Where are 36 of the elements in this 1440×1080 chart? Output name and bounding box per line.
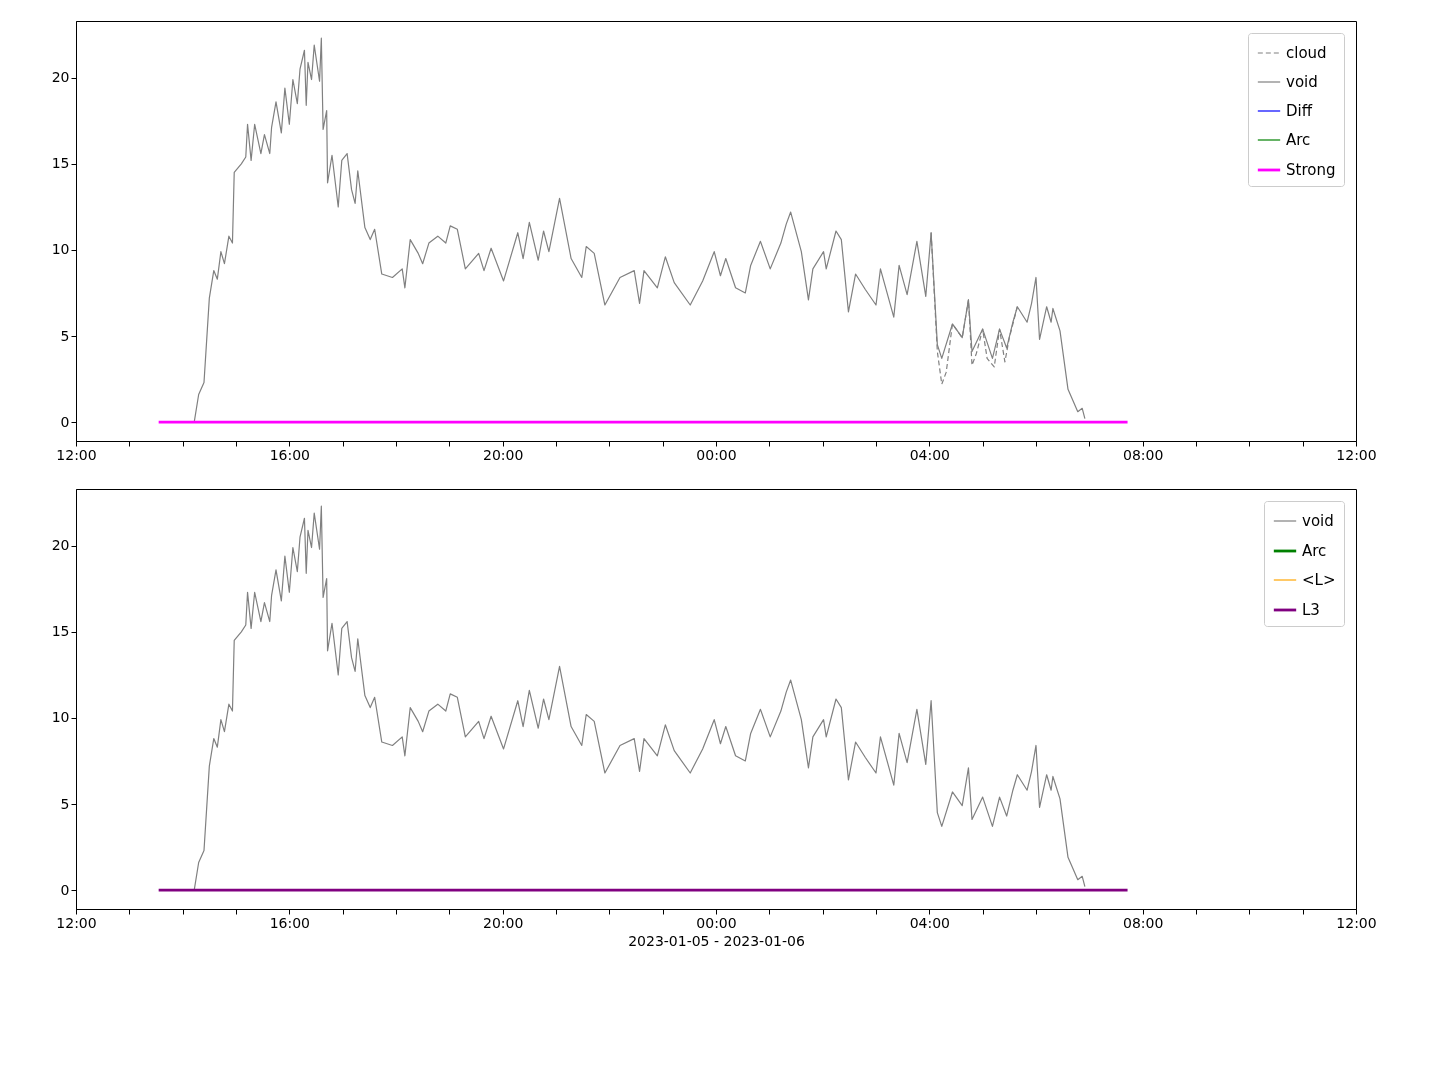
y-tick-label: 20 — [51, 537, 70, 554]
x-tick-label: 20:00 — [482, 914, 524, 931]
legend-label: Strong — [1286, 161, 1336, 179]
line-series — [193, 37, 1086, 423]
legend-label: cloud — [1286, 44, 1327, 62]
x-tick-label: 00:00 — [696, 446, 737, 463]
x-tick-label: 20:00 — [482, 446, 524, 463]
x-tick-label: 08:00 — [1122, 914, 1164, 931]
y-tick-label: 0 — [60, 881, 70, 898]
y-tick-label: 5 — [60, 795, 70, 812]
y-tick-label: 10 — [51, 709, 70, 726]
x-axis-title: 2023-01-05 - 2023-01-06 — [628, 932, 805, 949]
y-tick-label: 10 — [51, 241, 70, 258]
legend-label: Arc — [1302, 542, 1327, 560]
legend-label: void — [1302, 512, 1334, 530]
x-tick-label: 08:00 — [1122, 446, 1164, 463]
y-tick-label: 20 — [51, 69, 70, 86]
x-tick-label: 04:00 — [909, 446, 951, 463]
y-tick-label: 5 — [60, 327, 70, 344]
x-tick-label: 12:00 — [56, 446, 97, 463]
x-tick-label: 16:00 — [269, 914, 311, 931]
y-tick-label: 0 — [60, 413, 70, 430]
legend-label: Arc — [1286, 131, 1311, 149]
x-tick-label: 00:00 — [696, 914, 737, 931]
legend-label: void — [1286, 73, 1318, 91]
legend-label: <L> — [1302, 571, 1336, 589]
x-tick-label: 12:00 — [1336, 446, 1377, 463]
y-tick-label: 15 — [51, 155, 70, 172]
legend-label: L3 — [1302, 601, 1320, 619]
x-tick-label: 12:00 — [1336, 914, 1377, 931]
y-tick-label: 15 — [51, 623, 70, 640]
x-tick-label: 16:00 — [269, 446, 311, 463]
x-tick-label: 12:00 — [56, 914, 97, 931]
legend-label: Diff — [1286, 102, 1313, 120]
x-tick-label: 04:00 — [909, 914, 951, 931]
line-series — [193, 505, 1086, 891]
